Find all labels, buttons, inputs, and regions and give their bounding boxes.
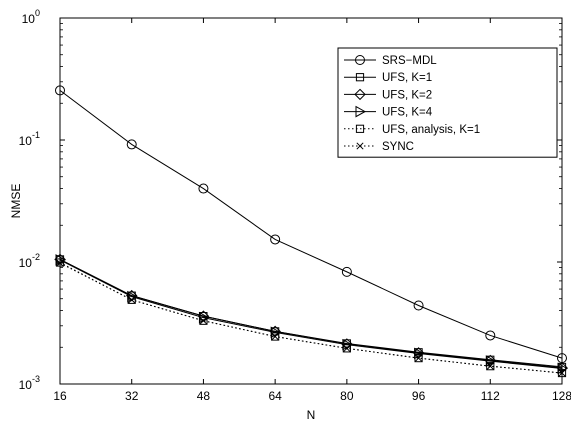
circle-marker (341, 266, 352, 277)
circle-marker (55, 85, 65, 96)
legend-item: SRS−MDL (344, 55, 437, 67)
circle-marker (413, 300, 424, 311)
series-line (59, 90, 563, 359)
series-layer (54, 85, 569, 378)
x-marker (356, 142, 364, 150)
legend-label: UFS, analysis, K=1 (382, 124, 480, 136)
y-tick-label: 10-2 (19, 252, 40, 270)
y-tick-mantissa: 10 (19, 378, 33, 392)
y-tick-label: 10-3 (19, 374, 40, 392)
series-5 (56, 259, 566, 377)
x-marker (415, 354, 423, 362)
y-tick-exponent: -2 (32, 252, 40, 262)
legend-item: SYNC (344, 141, 414, 153)
square-marker (271, 332, 280, 341)
x-tick-label: 96 (412, 389, 426, 403)
series-line (59, 258, 563, 369)
y-axis-label: NMSE (9, 184, 23, 219)
triangle-marker (414, 347, 425, 360)
y-tick-label: 100 (22, 8, 40, 26)
legend-label: SRS−MDL (382, 55, 437, 67)
circle-marker (198, 183, 209, 194)
x-tick-label: 80 (340, 389, 354, 403)
x-tick-label: 16 (53, 389, 67, 403)
legend-item: UFS, K=1 (344, 72, 432, 84)
circle-marker (485, 330, 496, 341)
y-tick-mantissa: 10 (19, 134, 33, 148)
legend-label: UFS, K=4 (382, 107, 433, 119)
circle-marker (270, 234, 281, 245)
y-tick-mantissa: 10 (22, 12, 36, 26)
x-axis-ticks: 16 32 48 64 80 96 112 128 (53, 18, 571, 403)
legend-item: UFS, K=4 (344, 105, 433, 119)
x-marker (128, 296, 136, 304)
x-marker (271, 332, 279, 341)
legend-label: UFS, K=2 (382, 89, 432, 101)
square-marker (557, 368, 567, 378)
triangle-marker (270, 326, 282, 339)
triangle-marker (355, 105, 367, 118)
triangle-marker (485, 355, 497, 367)
x-marker (199, 317, 207, 325)
circle-marker (126, 139, 137, 150)
diamond-marker (484, 354, 496, 367)
diamond-marker (54, 253, 66, 266)
x-tick-label: 128 (552, 389, 571, 403)
y-tick-exponent: -3 (32, 374, 40, 384)
triangle-marker (557, 362, 569, 375)
diamond-marker (126, 289, 138, 302)
x-tick-label: 112 (481, 389, 500, 403)
legend-item: UFS, K=2 (344, 88, 432, 101)
legend: SRS−MDL UFS, K=1 UFS, K=2 UFS, K=4 UFS, anal… (337, 47, 558, 158)
circle-marker (355, 55, 365, 65)
x-tick-label: 64 (268, 389, 282, 403)
square-marker (355, 73, 365, 82)
series-0 (55, 85, 567, 364)
x-marker (343, 344, 351, 352)
y-tick-exponent: -1 (32, 130, 40, 140)
diamond-marker (354, 88, 366, 101)
square-marker (127, 295, 136, 304)
legend-item: UFS, analysis, K=1 (344, 124, 480, 136)
x-tick-label: 48 (197, 389, 211, 403)
x-marker (486, 362, 494, 370)
legend-label: SYNC (382, 141, 414, 153)
x-axis-label: N (307, 408, 316, 422)
y-tick-mantissa: 10 (19, 256, 33, 270)
square-marker (55, 258, 65, 267)
series-line (59, 262, 563, 374)
legend-label: UFS, K=1 (382, 72, 432, 84)
x-tick-label: 32 (125, 389, 139, 403)
x-marker (558, 369, 566, 377)
y-tick-exponent: 0 (35, 8, 40, 18)
x-marker (56, 259, 64, 267)
square-marker (486, 362, 495, 371)
y-tick-label: 10-1 (19, 130, 40, 148)
square-marker (199, 316, 208, 325)
legend-box (337, 47, 558, 158)
square-marker (355, 124, 365, 133)
series-line (59, 259, 563, 369)
